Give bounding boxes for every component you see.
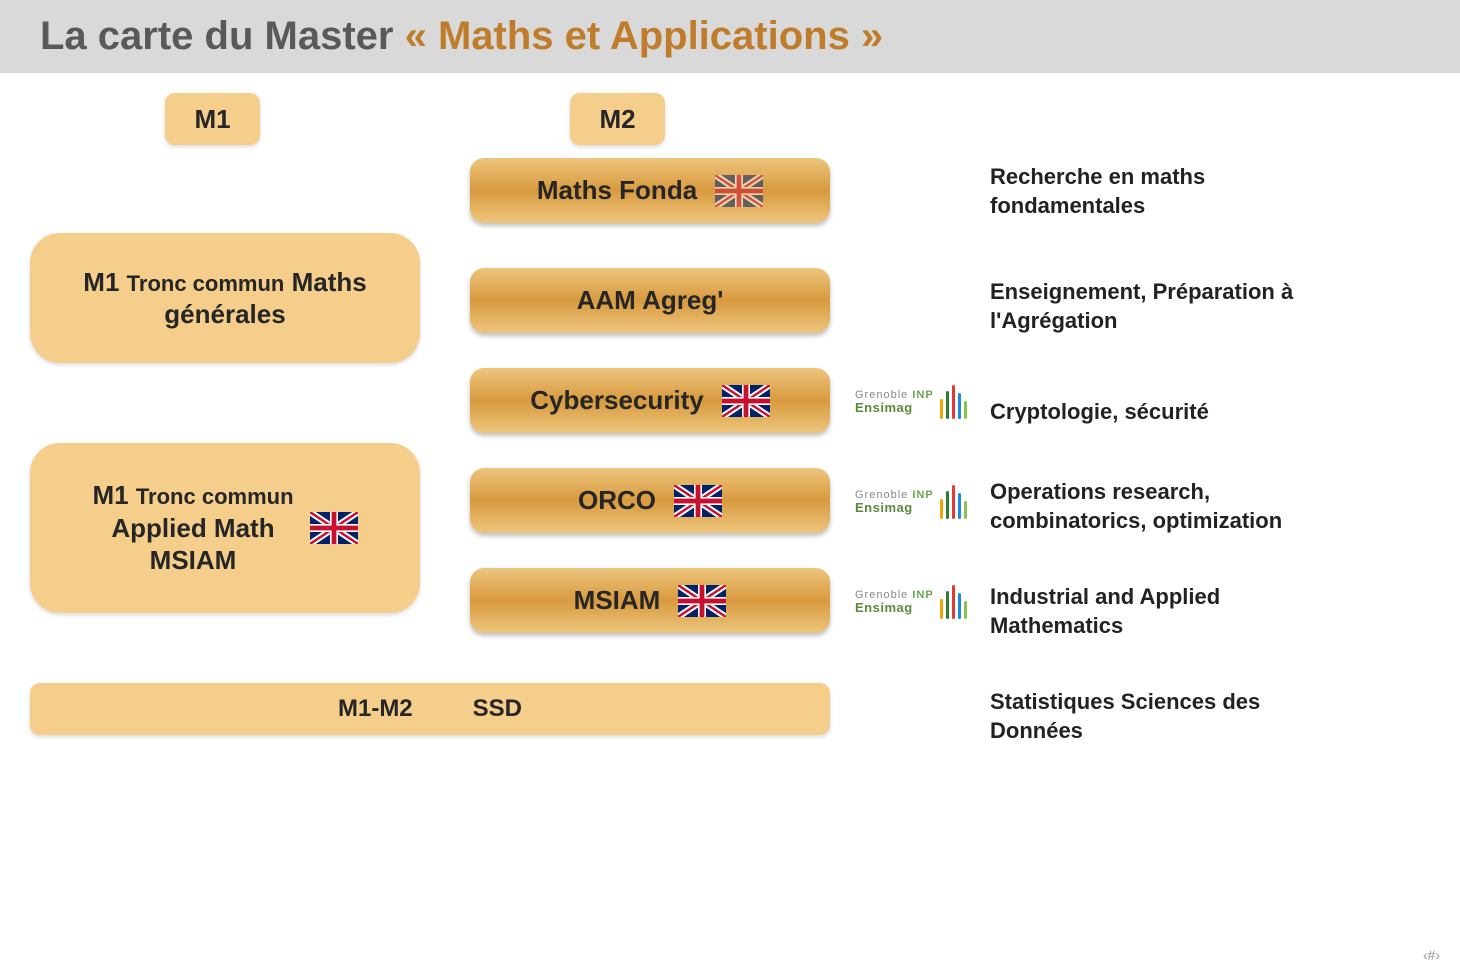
- m2-row-3-label: ORCO: [578, 484, 656, 517]
- wide-bottom: M1-M2 SSD: [30, 683, 830, 735]
- m2-row-4: MSIAM: [470, 568, 830, 633]
- uk-flag-icon: [678, 585, 726, 617]
- m2-row-1-label: AAM Agreg': [577, 284, 724, 317]
- uk-flag-icon: [310, 512, 358, 544]
- wide-bottom-a: M1-M2: [338, 694, 413, 724]
- page-number: ‹#›: [1423, 947, 1440, 963]
- m2-row-0-label: Maths Fonda: [537, 174, 697, 207]
- uk-flag-icon: [715, 175, 763, 207]
- description-3: Operations research, combinatorics, opti…: [990, 478, 1350, 535]
- title-accent: « Maths et Applications »: [405, 14, 884, 58]
- m2-row-2-label: Cybersecurity: [530, 384, 703, 417]
- wide-bottom-b: SSD: [473, 694, 522, 724]
- uk-flag-icon: [310, 512, 358, 544]
- m2-row-4-label: MSIAM: [574, 584, 661, 617]
- uk-flag-icon: [674, 485, 722, 517]
- uk-flag-icon: [678, 585, 726, 617]
- m1-block-1-inner: M1 Tronc commun Applied Math MSIAM: [92, 479, 357, 577]
- uk-flag-icon: [722, 385, 770, 417]
- ensimag-logo: Grenoble INP Ensimag: [855, 478, 975, 526]
- m1-header: M1: [165, 93, 260, 145]
- m1-block-1-text: M1 Tronc commun Applied Math MSIAM: [92, 479, 293, 577]
- uk-flag-icon: [674, 485, 722, 517]
- m1-block-1: M1 Tronc commun Applied Math MSIAM: [30, 443, 420, 613]
- description-1: Enseignement, Préparation à l'Agrégation: [990, 278, 1350, 335]
- description-2: Cryptologie, sécurité: [990, 398, 1209, 427]
- uk-flag-icon: [722, 385, 770, 417]
- description-4: Industrial and Applied Mathematics: [990, 583, 1350, 640]
- m2-header: M2: [570, 93, 665, 145]
- diagram-canvas: M1 M2 M1 Tronc commun Maths générales M1 …: [0, 73, 1460, 972]
- m2-row-3: ORCO: [470, 468, 830, 533]
- uk-flag-icon: [715, 175, 763, 207]
- description-0: Recherche en maths fondamentales: [990, 163, 1350, 220]
- m2-row-2: Cybersecurity: [470, 368, 830, 433]
- description-5: Statistiques Sciences des Données: [990, 688, 1350, 745]
- ensimag-logo: Grenoble INP Ensimag: [855, 578, 975, 626]
- ensimag-logo: Grenoble INP Ensimag: [855, 378, 975, 426]
- title-prefix: La carte du Master: [40, 14, 405, 58]
- m2-header-label: M2: [599, 103, 635, 136]
- m1-block-0-text: M1 Tronc commun Maths générales: [83, 266, 366, 331]
- m1-header-label: M1: [194, 103, 230, 136]
- m2-row-1: AAM Agreg': [470, 268, 830, 333]
- m1-block-0: M1 Tronc commun Maths générales: [30, 233, 420, 363]
- title-bar: La carte du Master « Maths et Applicatio…: [0, 0, 1460, 73]
- m2-row-0: Maths Fonda: [470, 158, 830, 223]
